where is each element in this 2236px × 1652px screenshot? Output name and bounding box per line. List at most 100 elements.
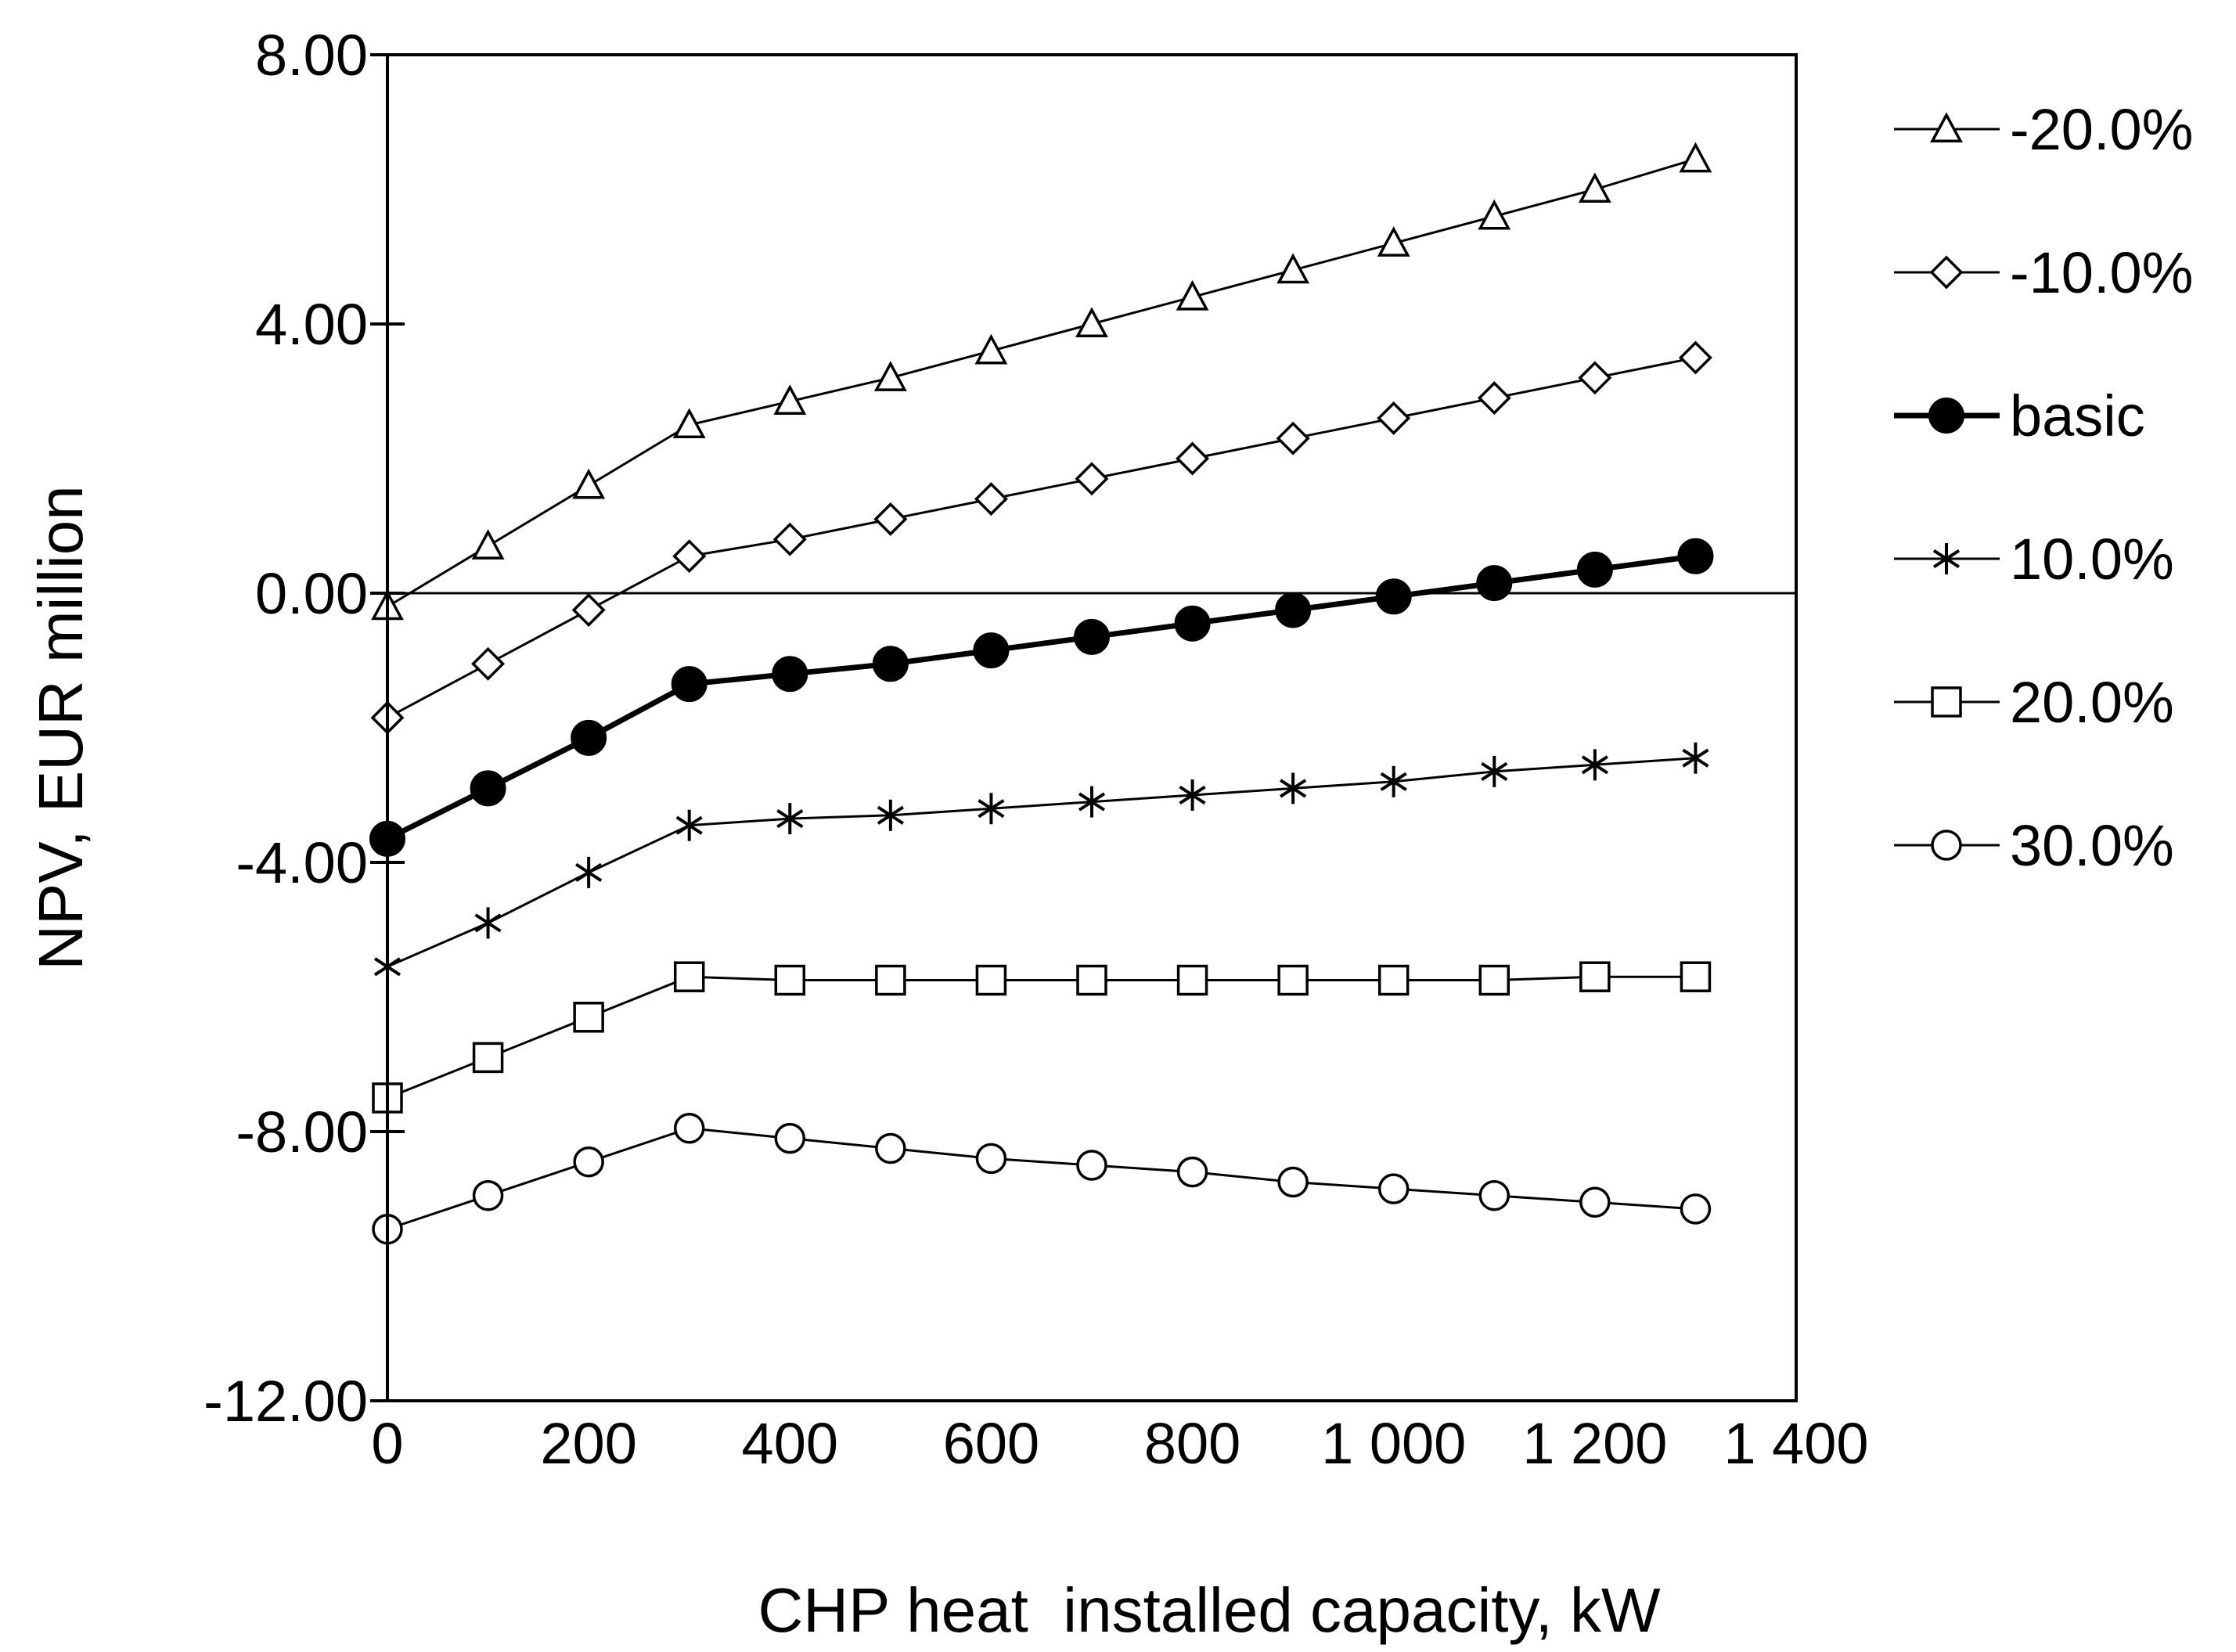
- marker-circle: [1579, 1186, 1611, 1218]
- series-line: [387, 975, 1696, 1100]
- marker-square: [875, 964, 906, 996]
- marker-star: [1280, 772, 1307, 804]
- marker-star-stroke: [1078, 792, 1106, 812]
- marker-filled-circle: [872, 646, 909, 682]
- marker-star: [1380, 765, 1407, 797]
- axis-ticks: [370, 53, 405, 1402]
- marker-triangle: [672, 408, 706, 439]
- marker-circle: [472, 1179, 504, 1211]
- marker-triangle: [471, 529, 505, 560]
- series-line: [387, 757, 1696, 968]
- marker-diamond: [672, 539, 707, 574]
- y-tick-label: 4.00: [255, 292, 368, 357]
- marker-circle: [1931, 830, 1962, 861]
- marker-square: [573, 1002, 604, 1033]
- marker-triangle: [974, 333, 1008, 365]
- y-tick-label: 0.00: [255, 561, 368, 626]
- x-axis-tick-labels: 0 200 400 600 800 1 000 1 200 1 400: [371, 1411, 1868, 1476]
- marker-star: [575, 856, 603, 888]
- y-tick-label: -12.00: [203, 1369, 368, 1434]
- legend: -20.0% -10.0% basic 10.0% 20.0% 30.0%: [1894, 97, 2193, 878]
- marker-diamond: [1075, 462, 1109, 496]
- marker-square: [1579, 961, 1611, 992]
- marker-star-stroke: [675, 815, 703, 835]
- marker-star: [978, 793, 1005, 825]
- marker-triangle: [1679, 142, 1712, 173]
- marker-triangle: [1176, 279, 1209, 311]
- y-axis-tick-labels: 8.00 4.00 0.00 -4.00 -8.00 -12.00: [203, 23, 368, 1434]
- marker-star: [1581, 749, 1608, 781]
- marker-star-stroke: [474, 913, 502, 933]
- marker-star-stroke: [1481, 761, 1508, 781]
- marker-diamond: [873, 502, 908, 536]
- marker-circle: [673, 1112, 705, 1144]
- marker-filled-circle: [571, 719, 607, 756]
- marker-diamond: [1477, 381, 1511, 416]
- marker-filled-circle: [1275, 592, 1312, 628]
- marker-diamond: [1377, 401, 1411, 435]
- marker-star: [1481, 755, 1508, 787]
- x-tick-label: 200: [540, 1411, 636, 1476]
- x-tick-label: 600: [943, 1411, 1039, 1476]
- marker-star-stroke: [1380, 772, 1407, 791]
- marker-star: [877, 799, 904, 831]
- marker-circle: [1478, 1179, 1510, 1211]
- marker-star: [675, 809, 703, 841]
- marker-square: [1176, 964, 1208, 996]
- marker-square: [472, 1042, 504, 1074]
- marker-diamond: [974, 482, 1008, 516]
- marker-diamond: [471, 646, 506, 681]
- y-tick-label: -4.00: [236, 830, 368, 895]
- x-tick-label: 0: [371, 1411, 403, 1476]
- marker-circle: [975, 1143, 1007, 1175]
- marker-triangle: [1276, 253, 1310, 284]
- marker-filled-circle: [1174, 605, 1211, 642]
- series-line: [387, 157, 1696, 608]
- marker-square: [1680, 961, 1712, 992]
- marker-square: [1076, 964, 1107, 996]
- marker-square: [774, 964, 806, 996]
- plot-area-frame: [386, 53, 1798, 1402]
- marker-filled-circle: [470, 770, 506, 807]
- marker-star-stroke: [776, 809, 804, 829]
- marker-triangle: [1930, 112, 1963, 143]
- marker-circle: [1680, 1193, 1712, 1225]
- marker-square: [673, 961, 705, 992]
- marker-star: [474, 907, 502, 939]
- marker-triangle: [773, 384, 807, 415]
- marker-star: [1682, 742, 1709, 774]
- x-tick-label: 1 200: [1522, 1411, 1667, 1476]
- marker-diamond: [1276, 421, 1310, 455]
- marker-filled-circle: [1928, 398, 1964, 434]
- marker-square: [1478, 964, 1510, 996]
- marker-triangle: [1478, 199, 1511, 230]
- marker-triangle: [1377, 226, 1410, 257]
- marker-square: [1931, 686, 1962, 718]
- marker-star-stroke: [1179, 785, 1206, 805]
- marker-diamond: [1929, 255, 1964, 290]
- marker-circle: [1076, 1150, 1107, 1181]
- series-10.0%: [373, 742, 1709, 983]
- y-axis-title: NPV, EUR million: [26, 485, 95, 970]
- marker-triangle: [1578, 172, 1611, 203]
- marker-star-stroke: [1280, 779, 1307, 798]
- legend-item-10.0%: 10.0%: [1894, 527, 2174, 592]
- x-tick-label: 400: [742, 1411, 838, 1476]
- x-tick-label: 1 000: [1321, 1411, 1466, 1476]
- legend-item-20.0%: 20.0%: [1894, 670, 2174, 735]
- marker-diamond: [1176, 441, 1210, 476]
- marker-star-stroke: [1932, 549, 1961, 569]
- legend-item--10.0%: -10.0%: [1894, 240, 2193, 305]
- marker-star-stroke: [978, 799, 1005, 819]
- marker-star-stroke: [1682, 748, 1709, 768]
- legend-label: 20.0%: [2010, 670, 2174, 735]
- marker-filled-circle: [671, 666, 708, 703]
- marker-filled-circle: [1576, 551, 1613, 588]
- legend-item-basic: basic: [1894, 383, 2145, 448]
- series--10.0%: [370, 340, 1712, 735]
- marker-filled-circle: [1074, 618, 1110, 655]
- legend-label: -20.0%: [2010, 97, 2193, 162]
- x-tick-label: 800: [1144, 1411, 1240, 1476]
